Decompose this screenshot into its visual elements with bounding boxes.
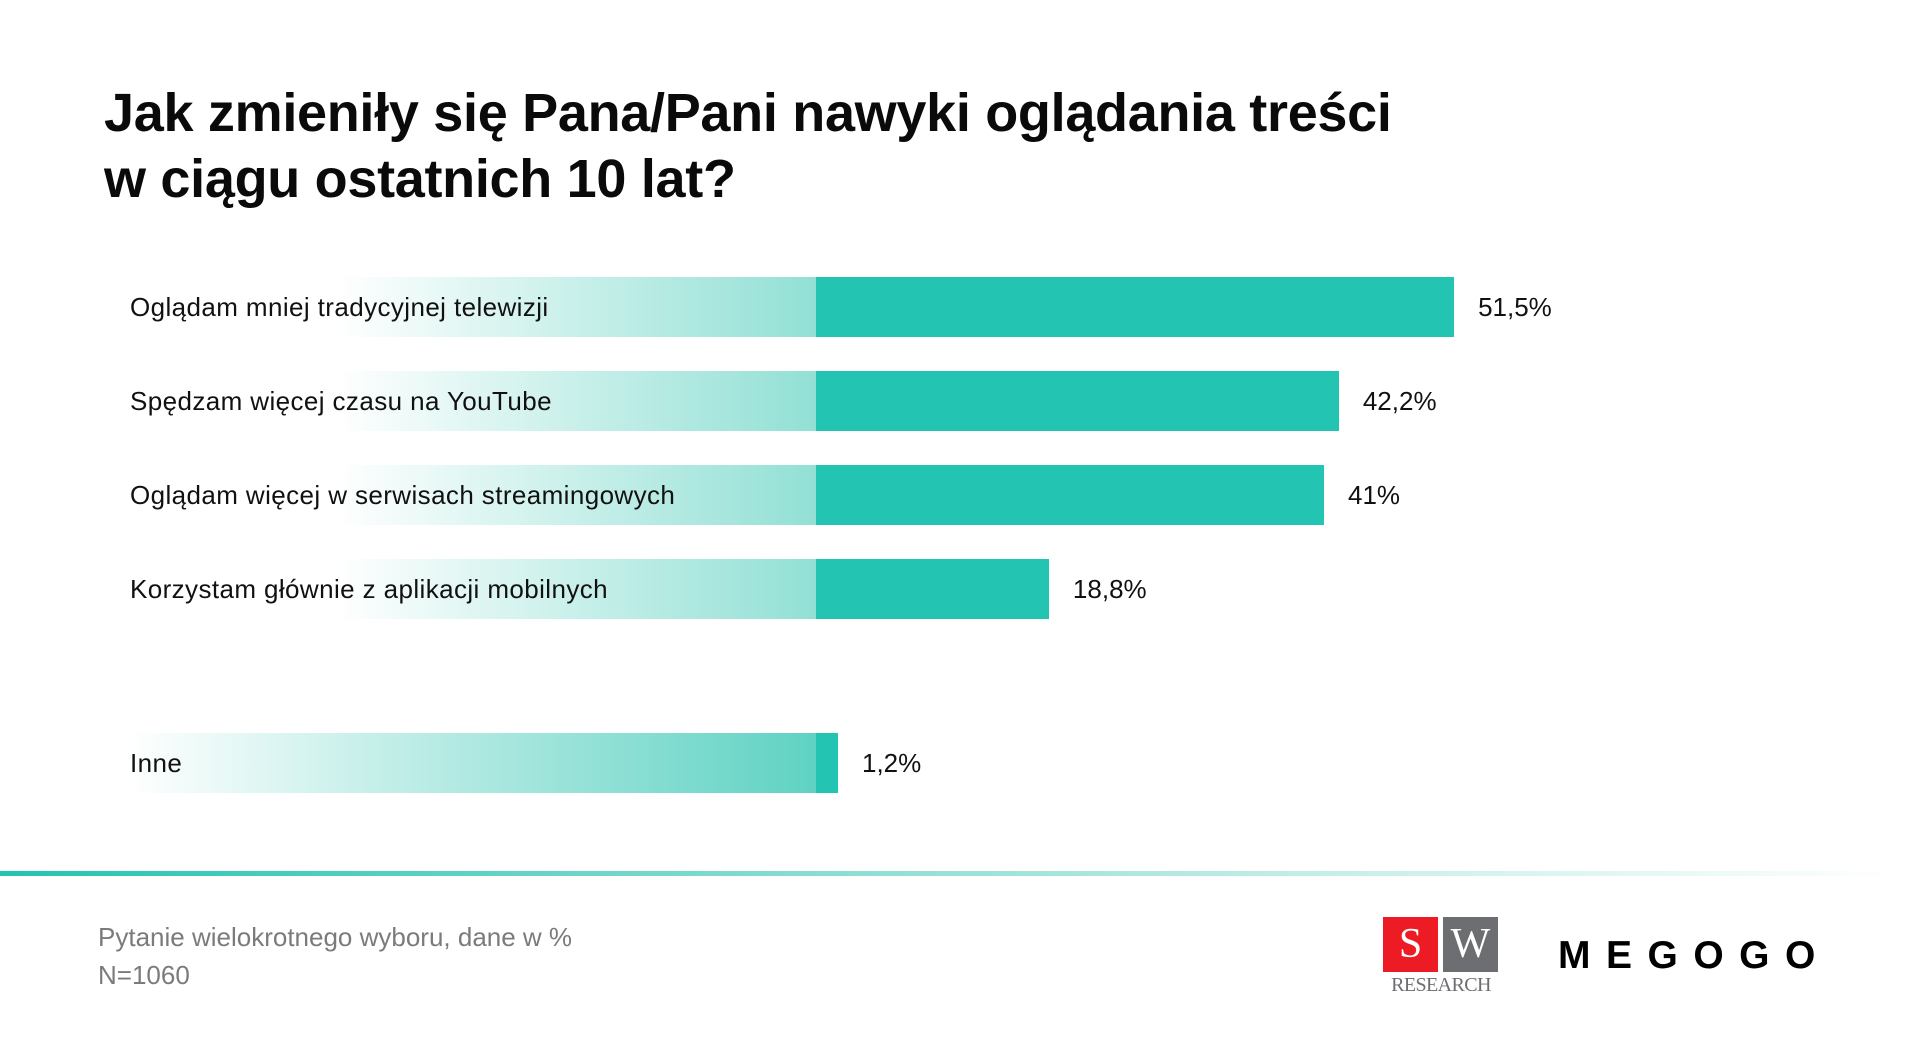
bar-row: Oglądam więcej w serwisach streamingowyc… — [0, 465, 1920, 525]
bar-value: 41% — [1347, 480, 1401, 510]
footer-divider — [0, 871, 1920, 876]
bar-row: Spędzam więcej czasu na YouTube 42,2% — [0, 371, 1920, 431]
bar — [816, 559, 1049, 619]
bar-row-other: Inne 1,2% — [0, 733, 1920, 793]
sw-logo-w-box: W — [1443, 917, 1498, 972]
bar — [816, 371, 1339, 431]
chart-title-line-2: w ciągu ostatnich 10 lat? — [104, 149, 736, 209]
bar-value: 18,8% — [1072, 574, 1147, 604]
bar-row: Oglądam mniej tradycyjnej telewizji 51,5… — [0, 277, 1920, 337]
bar-label-background — [338, 371, 816, 431]
bar-label-background — [338, 277, 816, 337]
bar-row: Korzystam głównie z aplikacji mobilnych … — [0, 559, 1920, 619]
bar-label: Oglądam mniej tradycyjnej telewizji — [130, 292, 549, 322]
megogo-logo: MEGOGO — [1558, 934, 1831, 977]
bar-label: Inne — [130, 748, 183, 778]
bar-value: 42,2% — [1362, 386, 1437, 416]
sw-logo-s-box: S — [1383, 917, 1438, 972]
bar-label-background — [338, 465, 816, 525]
bar — [816, 465, 1324, 525]
bar-value: 51,5% — [1478, 292, 1552, 322]
bar — [816, 277, 1455, 337]
bar-label: Spędzam więcej czasu na YouTube — [130, 386, 552, 416]
chart-title: Jak zmieniły się Pana/Pani nawyki ogląda… — [104, 80, 1604, 212]
bar-label: Oglądam więcej w serwisach streamingowyc… — [130, 480, 676, 510]
footnote: Pytanie wielokrotnego wyboru, dane w % N… — [98, 918, 572, 994]
bar-label-background — [128, 733, 816, 793]
bar-value: 1,2% — [862, 748, 922, 778]
bar — [816, 733, 838, 793]
footnote-sample-size: N=1060 — [98, 960, 190, 990]
bar-label: Korzystam głównie z aplikacji mobilnych — [130, 574, 609, 604]
sw-logo-research-text: RESEARCH — [1391, 974, 1491, 996]
sw-research-logo: S W RESEARCH — [1383, 917, 1499, 997]
chart-title-line-1: Jak zmieniły się Pana/Pani nawyki ogląda… — [104, 83, 1392, 143]
footnote-question-type: Pytanie wielokrotnego wyboru, dane w % — [98, 922, 573, 952]
bar-label-background — [338, 559, 816, 619]
